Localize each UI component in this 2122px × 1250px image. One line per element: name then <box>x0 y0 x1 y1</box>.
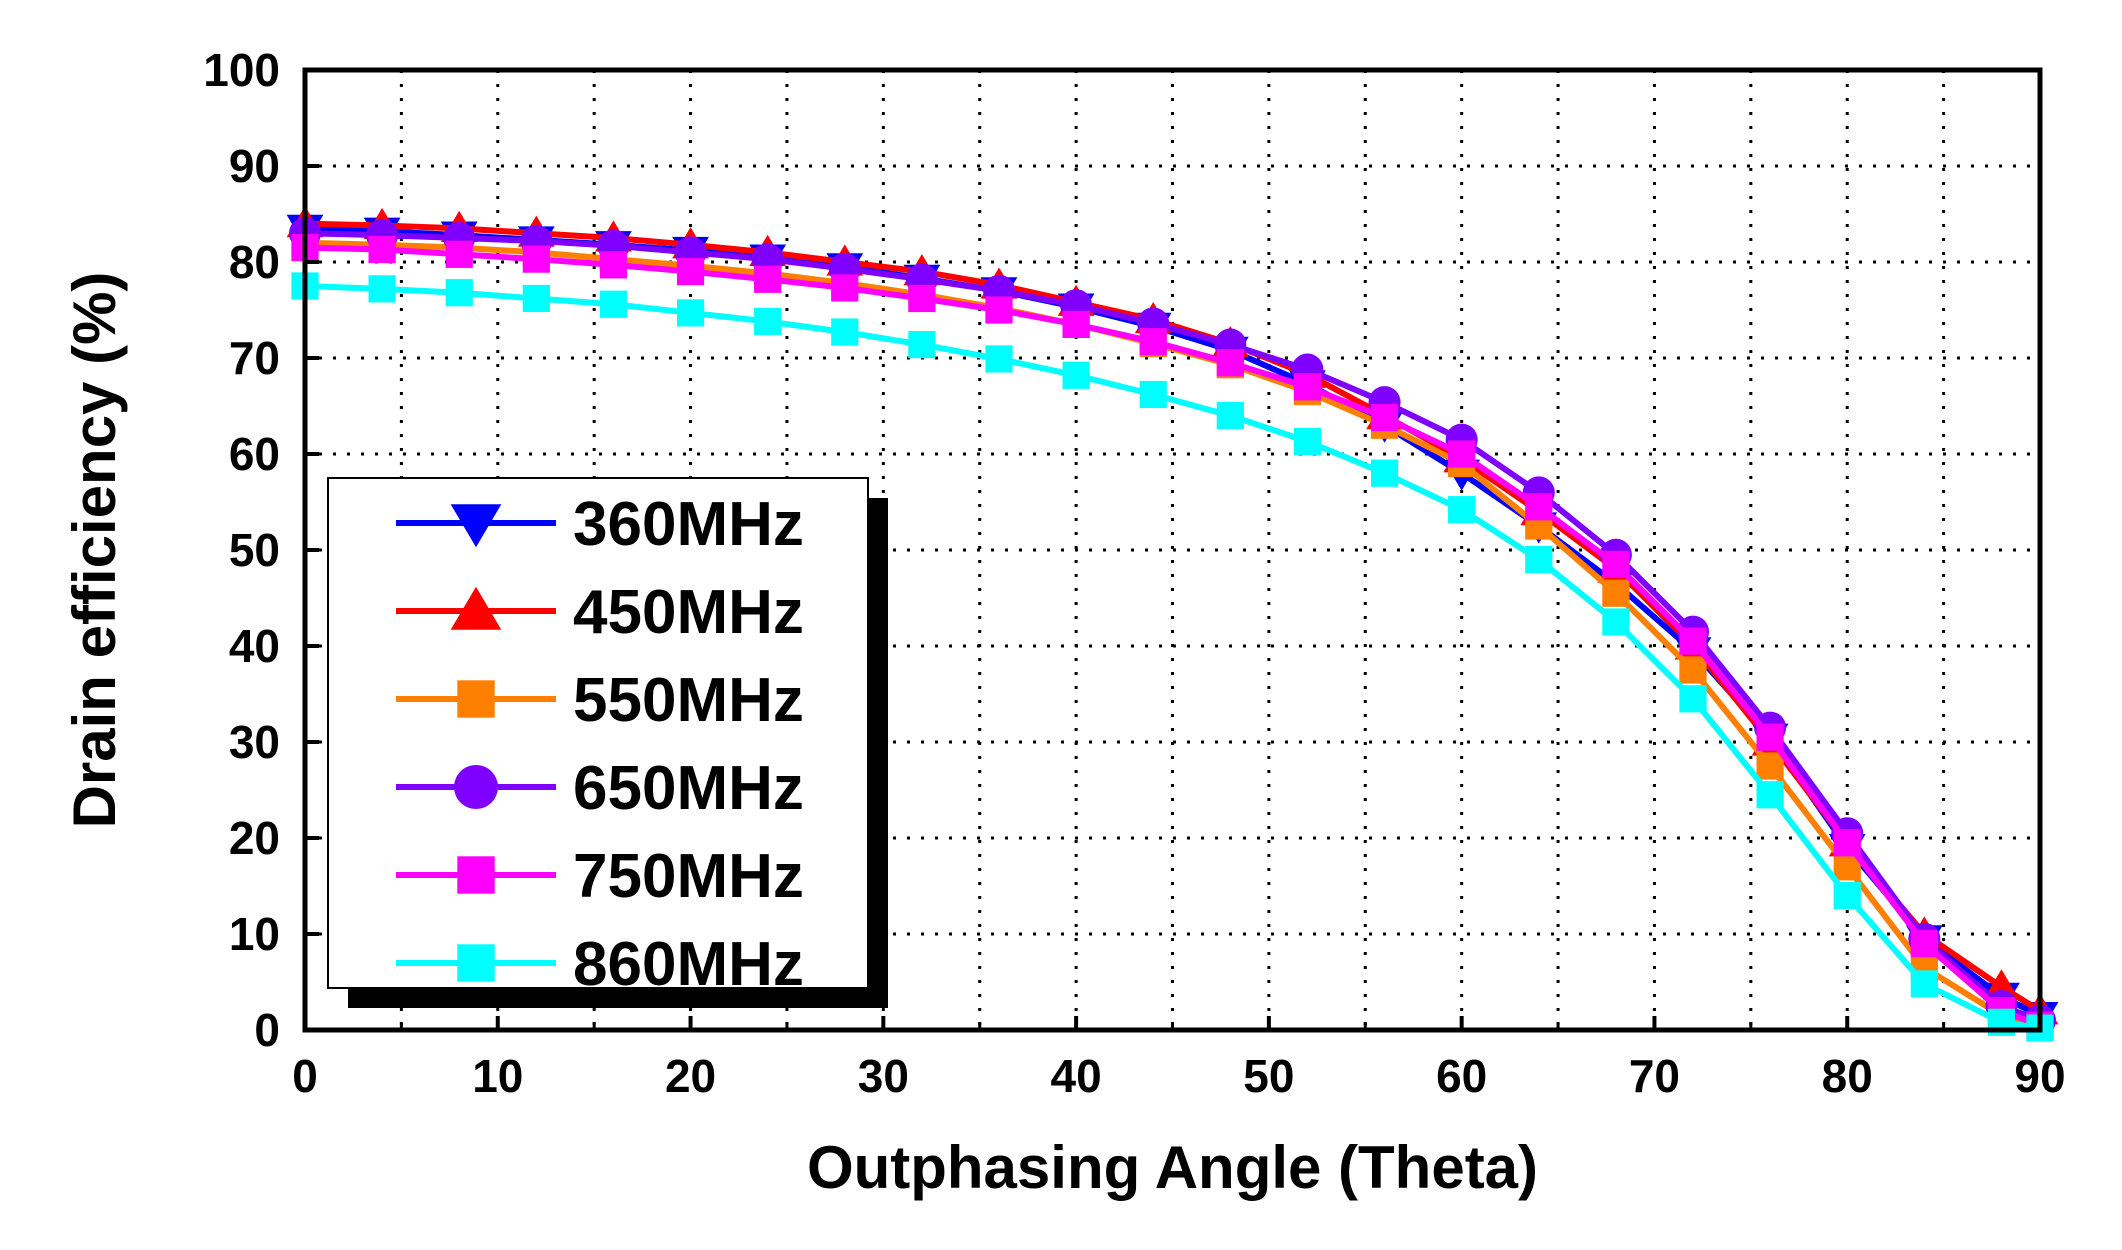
legend-label: 860MHz <box>573 930 804 999</box>
x-tick-label: 0 <box>292 1050 318 1102</box>
data-point <box>1525 546 1553 574</box>
data-point <box>1062 310 1090 338</box>
y-tick-label: 10 <box>229 908 280 960</box>
data-point <box>1370 459 1399 487</box>
x-tick-label: 10 <box>472 1050 523 1102</box>
x-tick-label: 80 <box>1822 1050 1873 1102</box>
y-tick-label: 80 <box>229 236 280 288</box>
data-point <box>1448 496 1476 524</box>
y-tick-label: 50 <box>229 524 280 576</box>
legend-item-860MHz: 860MHz <box>396 930 804 999</box>
data-point <box>908 284 936 313</box>
data-point <box>985 345 1013 373</box>
legend-marker <box>454 765 498 809</box>
y-tick-label: 60 <box>229 428 280 480</box>
data-point <box>1139 328 1167 356</box>
y-tick-label: 30 <box>229 716 280 768</box>
data-point <box>1139 380 1167 409</box>
data-point <box>1602 579 1630 607</box>
data-point <box>368 235 396 264</box>
data-point <box>1756 781 1784 809</box>
legend-label: 360MHz <box>573 490 804 559</box>
data-point <box>831 318 859 346</box>
data-point <box>1602 608 1630 636</box>
y-tick-label: 20 <box>229 812 280 864</box>
data-point <box>1216 349 1244 377</box>
x-tick-label: 90 <box>2014 1050 2065 1102</box>
data-point <box>1293 373 1322 401</box>
data-point <box>985 296 1013 324</box>
data-point <box>676 258 705 286</box>
data-point <box>676 299 705 327</box>
x-tick-label: 50 <box>1243 1050 1294 1102</box>
legend-marker <box>450 504 502 548</box>
data-point <box>1062 361 1090 389</box>
data-point <box>1756 723 1784 751</box>
y-tick-label: 40 <box>229 620 280 672</box>
legend-item-360MHz: 360MHz <box>396 490 804 559</box>
x-tick-label: 40 <box>1051 1050 1102 1102</box>
data-point <box>1370 403 1399 432</box>
data-point <box>445 279 473 307</box>
axis-ticks: 0 10 20 30 40 50 60 70 80 90 0 10 20 30 40 50 60 70 80 90 10… <box>203 44 2065 1102</box>
y-tick-label: 100 <box>203 44 280 96</box>
data-point <box>1293 427 1322 456</box>
legend-box <box>327 477 869 989</box>
x-axis-title: Outphasing Angle (Theta) <box>807 1134 1538 1201</box>
legend-label: 650MHz <box>573 754 804 823</box>
y-tick-label: 90 <box>229 140 280 192</box>
data-point <box>1679 656 1707 684</box>
data-point <box>1525 493 1553 521</box>
x-tick-label: 60 <box>1436 1050 1487 1102</box>
data-point <box>831 274 859 302</box>
legend-marker <box>457 944 495 982</box>
data-point <box>599 290 628 318</box>
data-point <box>754 307 782 336</box>
data-point <box>1756 752 1784 780</box>
data-point <box>1679 685 1707 713</box>
legend-item-550MHz: 550MHz <box>396 666 804 735</box>
data-point <box>522 284 550 313</box>
series-750MHz <box>291 234 2054 1039</box>
legend-label: 450MHz <box>573 578 804 647</box>
data-point <box>1910 970 1938 998</box>
legend: 360MHz 450MHz 550MHz 650MHz 750MHz 860MHz <box>327 477 888 1008</box>
data-point <box>1833 882 1861 910</box>
data-point <box>368 275 396 303</box>
data-point <box>1679 627 1707 655</box>
data-point <box>1983 969 2020 1001</box>
data-point <box>599 251 628 279</box>
legend-label: 750MHz <box>573 842 804 911</box>
x-tick-label: 20 <box>665 1050 716 1102</box>
data-point <box>1602 550 1630 578</box>
data-point <box>754 265 782 293</box>
x-tick-label: 70 <box>1629 1050 1680 1102</box>
series-layer <box>286 206 2059 1042</box>
y-tick-label: 70 <box>229 332 280 384</box>
legend-marker <box>457 680 495 718</box>
y-tick-label: 0 <box>254 1004 280 1056</box>
legend-label: 550MHz <box>573 666 804 735</box>
y-axis-title: Drain efficiency (%) <box>61 272 128 829</box>
legend-marker <box>457 856 495 894</box>
data-point <box>1910 930 1938 958</box>
data-point <box>445 240 473 268</box>
data-point <box>522 245 550 273</box>
legend-marker <box>450 586 502 630</box>
x-tick-label: 30 <box>858 1050 909 1102</box>
legend-item-450MHz: 450MHz <box>396 578 804 647</box>
legend-item-750MHz: 750MHz <box>396 842 804 911</box>
data-point <box>908 330 936 359</box>
legend-item-650MHz: 650MHz <box>396 754 804 823</box>
data-point <box>1833 829 1861 857</box>
data-point <box>1216 402 1244 430</box>
data-point <box>1448 440 1476 468</box>
